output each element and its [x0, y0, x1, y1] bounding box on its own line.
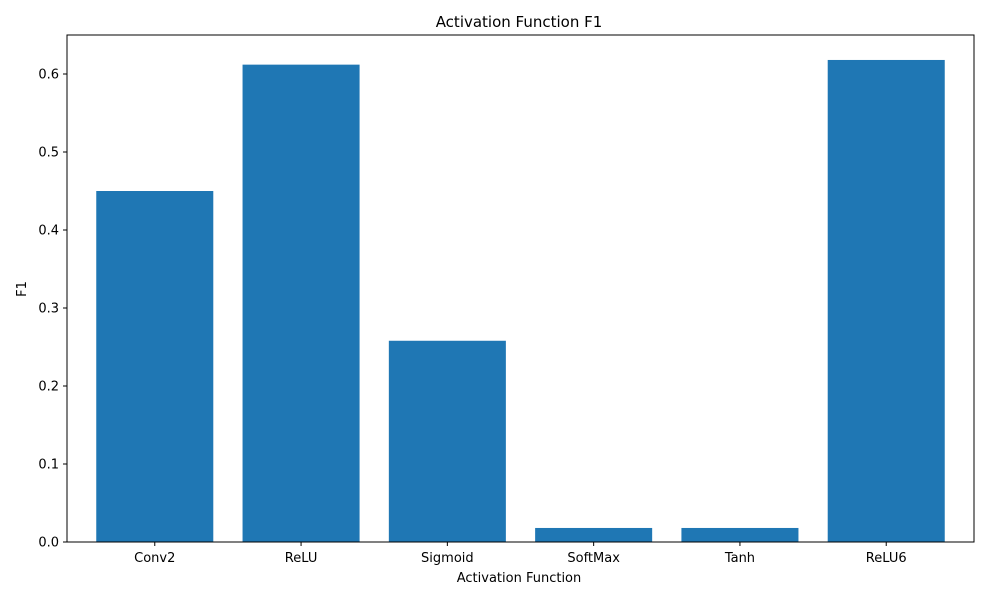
x-tick-label: ReLU6 [866, 551, 907, 566]
bar-relu [242, 64, 360, 542]
y-tick-label: 0.4 [38, 224, 59, 239]
bar-conv2 [96, 191, 214, 542]
y-tick-label: 0.5 [38, 146, 59, 161]
y-tick-label: 0.3 [38, 302, 59, 317]
x-tick-label: Sigmoid [421, 551, 474, 566]
x-tick-label: SoftMax [567, 551, 620, 566]
bar-sigmoid [388, 340, 506, 542]
x-tick-label: ReLU [285, 551, 318, 566]
bar-relu6 [827, 59, 945, 543]
bar-tanh [681, 527, 799, 542]
chart-title: Activation Function F1 [436, 13, 603, 31]
y-tick-label: 0.0 [38, 536, 59, 551]
bar-softmax [535, 527, 653, 542]
y-tick-label: 0.2 [38, 380, 59, 395]
x-tick-label: Conv2 [134, 551, 175, 566]
y-tick-label: 0.1 [38, 458, 59, 473]
x-tick-label: Tanh [724, 551, 755, 566]
y-axis-label: F1 [15, 281, 30, 297]
x-axis-label: Activation Function [457, 571, 582, 586]
plot-frame [66, 34, 975, 543]
bars-group [96, 59, 945, 543]
y-tick-label: 0.6 [38, 68, 59, 83]
x-axis-ticks: Conv2 ReLU Sigmoid SoftMax Tanh ReLU6 [134, 542, 907, 566]
y-axis-ticks: 0.0 0.1 0.2 0.3 0.4 0.5 0.6 [38, 68, 67, 551]
